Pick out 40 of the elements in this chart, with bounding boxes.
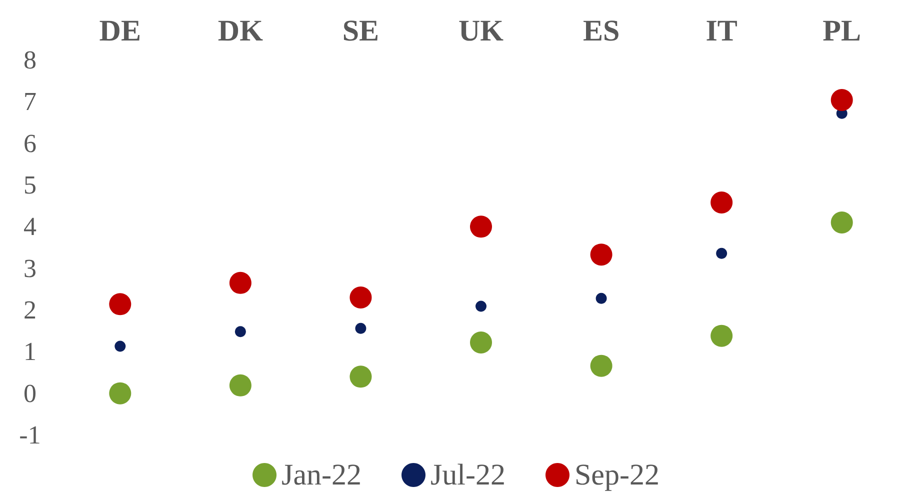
legend-label: Sep-22	[574, 458, 660, 492]
point	[109, 382, 132, 404]
point	[234, 326, 246, 338]
y-tick-label: 0	[24, 378, 36, 408]
y-tick-label: 5	[24, 170, 36, 200]
point	[470, 216, 492, 238]
point	[470, 332, 492, 354]
x-tick-label: UK	[458, 14, 504, 48]
y-tick-label: 1	[24, 337, 36, 366]
point	[710, 192, 733, 214]
y-tick-label: 4	[24, 212, 36, 242]
x-tick-label: ES	[582, 14, 620, 48]
y-tick-label: 6	[24, 128, 36, 158]
x-tick-label: PL	[822, 14, 862, 48]
point	[830, 212, 853, 234]
y-tick-label: -1	[19, 420, 41, 450]
point	[114, 340, 126, 352]
point	[476, 300, 486, 312]
legend-label: Jan-22	[282, 458, 362, 492]
y-tick-label: 3	[24, 254, 36, 283]
point	[109, 293, 132, 316]
x-tick-label: DK	[218, 14, 264, 48]
point	[830, 89, 853, 111]
point	[350, 286, 372, 308]
x-tick-label: DE	[99, 14, 141, 48]
point	[716, 248, 728, 259]
point	[229, 374, 252, 396]
y-tick-label: 8	[24, 46, 36, 74]
x-tick-label: SE	[342, 14, 380, 48]
point	[590, 354, 612, 377]
point	[350, 366, 372, 388]
y-tick-label: 2	[24, 296, 36, 324]
x-tick-label: IT	[706, 14, 738, 48]
y-tick-label: 7	[24, 87, 36, 116]
point	[229, 272, 252, 294]
point	[590, 244, 612, 266]
legend-label: Jul-22	[430, 458, 506, 492]
point	[596, 292, 607, 304]
point	[710, 324, 733, 347]
point	[355, 322, 366, 334]
